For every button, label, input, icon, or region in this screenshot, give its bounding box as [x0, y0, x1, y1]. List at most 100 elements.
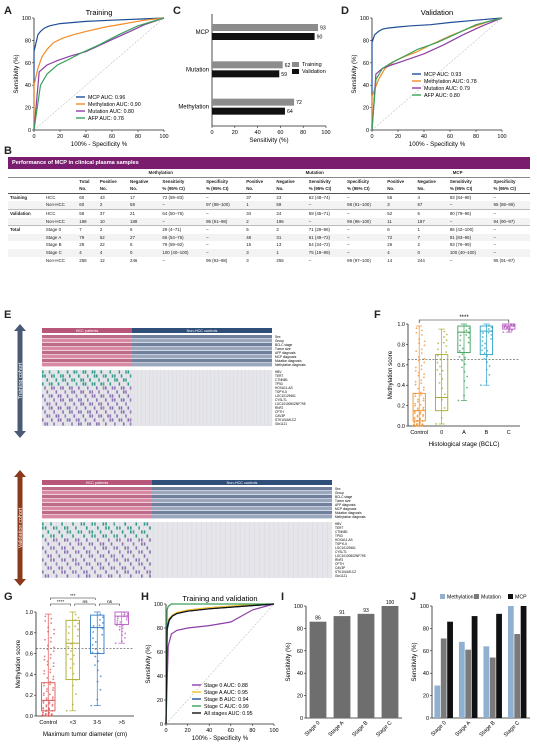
bar — [520, 606, 527, 718]
table-cell: 71 (29–96) — [306, 225, 346, 234]
heatmap-cell — [124, 546, 127, 550]
heatmap-cell — [91, 542, 94, 546]
data-point — [76, 635, 79, 637]
heatmap-cell — [61, 522, 63, 526]
data-point — [490, 333, 493, 336]
heatmap-cell — [99, 574, 102, 578]
data-point — [483, 347, 486, 350]
heatmap-cell — [127, 406, 130, 410]
data-point — [461, 359, 464, 362]
heatmap-cell — [60, 386, 62, 390]
data-point — [69, 667, 72, 669]
heatmap-cell — [80, 378, 82, 382]
legend-swatch — [292, 62, 299, 67]
significance-label: ns — [82, 600, 88, 605]
heatmap-cell — [110, 554, 113, 558]
heatmap-cell — [51, 406, 53, 410]
bar-value-label: 72 — [296, 100, 302, 106]
table-cell: 6 — [130, 242, 133, 248]
heatmap-cell — [105, 386, 107, 390]
data-point — [99, 618, 101, 621]
data-point — [481, 336, 484, 338]
table-cell: 2 — [274, 225, 307, 234]
table-row: Stage C 4 4 0 100 (40–100) –3 1 75 (19–99) –4 0 10… — [8, 248, 530, 257]
table-cell: 2 — [417, 242, 420, 248]
heatmap-cell — [129, 386, 132, 390]
data-point — [51, 704, 54, 707]
significance-bracket — [99, 603, 120, 606]
table-cell: 13 — [276, 242, 282, 248]
heatmap-cell — [100, 370, 103, 374]
heatmap-cell — [102, 394, 105, 398]
data-point — [416, 400, 419, 403]
heatmap-cell — [149, 526, 151, 530]
data-point — [53, 628, 56, 631]
heatmap-cell — [44, 386, 46, 390]
data-point — [483, 352, 486, 355]
heatmap-cell — [69, 386, 71, 390]
heatmap-cell — [44, 410, 46, 414]
y-tick-label: 1.0 — [25, 610, 33, 616]
heatmap-cell — [80, 566, 83, 570]
heatmap-cell — [130, 550, 132, 554]
row-label: Non-HCC — [45, 257, 65, 263]
column-header: Specificity — [206, 178, 229, 184]
data-point — [45, 705, 48, 708]
heatmap-cell — [130, 526, 132, 530]
legend-swatch — [474, 594, 479, 599]
table-row: Training HCC 60 43 17 72 (59–83) – 37 23 62 (48–7… — [8, 193, 530, 201]
heatmap-cell — [132, 530, 135, 534]
data-point — [443, 336, 445, 338]
heatmap-cell — [149, 538, 151, 542]
table-cell: – — [449, 257, 453, 263]
x-tick-label: 60 — [447, 134, 453, 140]
heatmap-cell — [53, 526, 55, 530]
legend-label: All stages AUC: 0.95 — [204, 711, 253, 717]
heatmap-cell — [61, 534, 63, 538]
heatmap-cell — [89, 410, 91, 414]
bar — [514, 634, 521, 718]
heatmap-cell — [113, 554, 116, 558]
heatmap-cell — [97, 550, 99, 554]
diagonal-reference-line — [165, 603, 275, 725]
bar — [440, 638, 447, 718]
table-cell: – — [308, 257, 312, 263]
data-point — [119, 621, 122, 623]
heatmap-cell — [138, 570, 140, 574]
heatmap-cell — [82, 382, 85, 386]
box — [90, 614, 105, 655]
table-cell: 75 (19–99) — [306, 248, 346, 257]
gene-label: HBV — [335, 522, 342, 526]
heatmap-cell — [127, 370, 130, 374]
roc-series-line — [371, 17, 503, 131]
heatmap-cell — [62, 410, 64, 414]
legend-label: Stage 0 AUC: 0.88 — [204, 683, 248, 689]
heatmap-cell — [124, 570, 127, 574]
heatmap-cell — [87, 410, 89, 414]
heatmap-cell — [119, 562, 121, 566]
gene-label: CTNNB1 — [275, 378, 288, 382]
data-point — [488, 365, 491, 367]
diagonal-reference-line — [33, 17, 165, 131]
heatmap-cell — [83, 546, 85, 550]
y-tick-label: 60 — [363, 61, 369, 67]
x-category-label: Stage C — [375, 720, 393, 738]
heatmap-cell — [66, 418, 69, 422]
heatmap-cell — [53, 386, 55, 390]
heatmap-cell — [119, 538, 121, 542]
data-point — [45, 690, 48, 693]
gene-label: CYSLT1 — [335, 550, 347, 554]
column-header: Sensitivity — [308, 178, 331, 184]
training-cohort-arrow-head — [14, 431, 26, 438]
data-point — [67, 632, 70, 634]
heatmap-cell — [71, 398, 73, 402]
heatmap-cell — [118, 406, 121, 410]
heatmap-cell — [105, 522, 107, 526]
annotation-track-hcc — [42, 347, 132, 351]
data-point — [92, 637, 94, 640]
data-point — [67, 653, 69, 656]
data-point — [124, 637, 126, 639]
heatmap-cell — [55, 378, 58, 382]
row-label: Stage C — [43, 248, 78, 257]
heatmap-cell — [91, 534, 94, 538]
